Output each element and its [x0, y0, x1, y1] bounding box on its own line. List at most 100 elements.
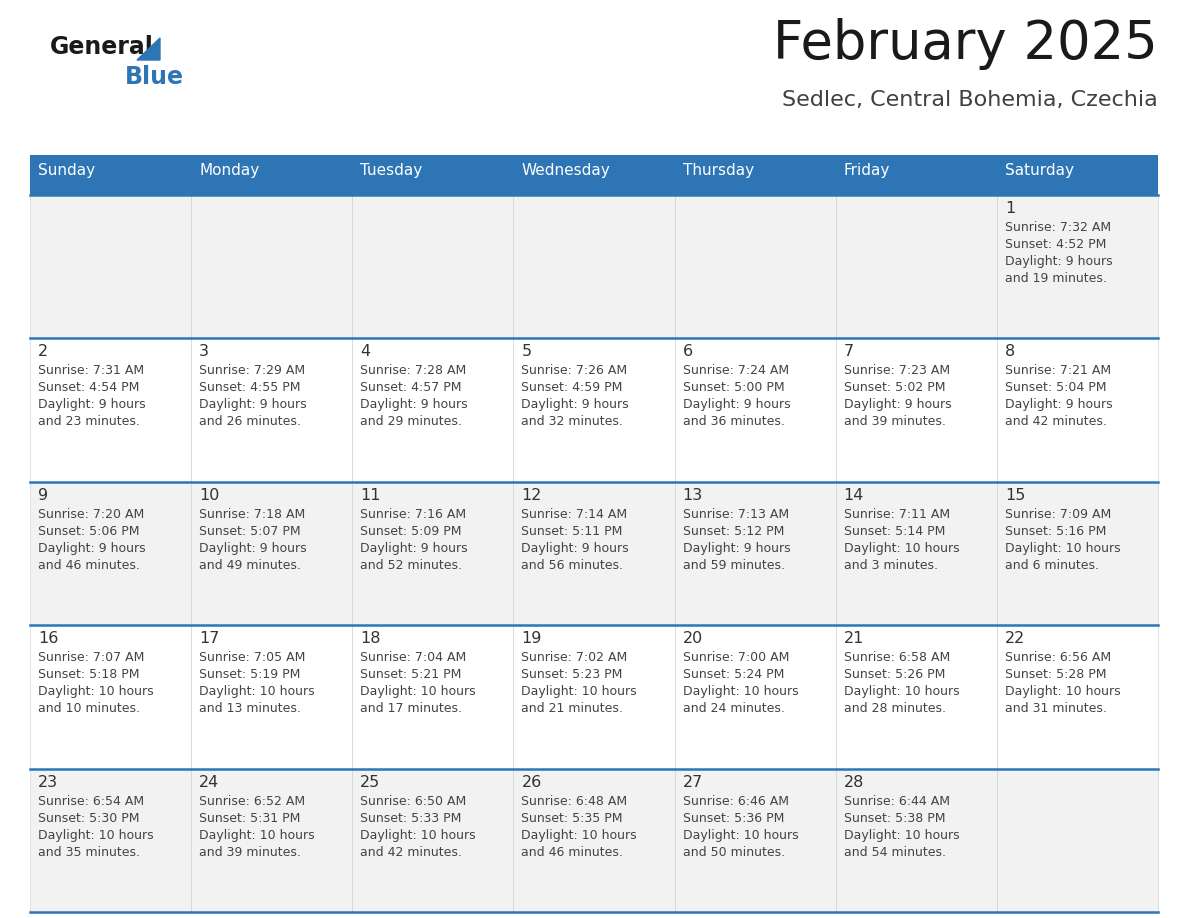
Text: Sunset: 4:52 PM: Sunset: 4:52 PM — [1005, 238, 1106, 251]
Bar — [191, 155, 353, 195]
Text: Sunrise: 6:48 AM: Sunrise: 6:48 AM — [522, 795, 627, 808]
Text: and 17 minutes.: and 17 minutes. — [360, 702, 462, 715]
Text: Daylight: 10 hours: Daylight: 10 hours — [843, 685, 960, 699]
Text: 10: 10 — [200, 487, 220, 503]
Text: Daylight: 9 hours: Daylight: 9 hours — [200, 542, 307, 554]
Text: Daylight: 9 hours: Daylight: 9 hours — [1005, 255, 1112, 268]
Text: Sunset: 5:28 PM: Sunset: 5:28 PM — [1005, 668, 1106, 681]
Text: 9: 9 — [38, 487, 49, 503]
Text: Sunrise: 6:50 AM: Sunrise: 6:50 AM — [360, 795, 467, 808]
Text: 19: 19 — [522, 632, 542, 646]
Bar — [513, 625, 675, 768]
Text: 22: 22 — [1005, 632, 1025, 646]
Text: and 49 minutes.: and 49 minutes. — [200, 559, 301, 572]
Text: Sunset: 5:18 PM: Sunset: 5:18 PM — [38, 668, 139, 681]
Bar — [30, 155, 191, 195]
Text: Daylight: 10 hours: Daylight: 10 hours — [522, 829, 637, 842]
Bar — [675, 195, 835, 339]
Text: Sunset: 5:24 PM: Sunset: 5:24 PM — [683, 668, 784, 681]
Text: Sunset: 5:04 PM: Sunset: 5:04 PM — [1005, 381, 1106, 395]
Text: Sunrise: 7:16 AM: Sunrise: 7:16 AM — [360, 508, 467, 521]
Bar — [835, 625, 997, 768]
Text: Sunrise: 7:18 AM: Sunrise: 7:18 AM — [200, 508, 305, 521]
Text: and 28 minutes.: and 28 minutes. — [843, 702, 946, 715]
Text: Sunset: 4:59 PM: Sunset: 4:59 PM — [522, 381, 623, 395]
Bar — [513, 155, 675, 195]
Text: Sunset: 5:31 PM: Sunset: 5:31 PM — [200, 812, 301, 824]
Text: Wednesday: Wednesday — [522, 163, 611, 178]
Text: 25: 25 — [360, 775, 380, 789]
Bar — [353, 195, 513, 339]
Text: Sunrise: 7:21 AM: Sunrise: 7:21 AM — [1005, 364, 1111, 377]
Text: and 29 minutes.: and 29 minutes. — [360, 416, 462, 429]
Text: Daylight: 10 hours: Daylight: 10 hours — [38, 829, 153, 842]
Text: Sunrise: 7:14 AM: Sunrise: 7:14 AM — [522, 508, 627, 521]
Text: Sunset: 5:14 PM: Sunset: 5:14 PM — [843, 525, 946, 538]
Text: Sunset: 5:12 PM: Sunset: 5:12 PM — [683, 525, 784, 538]
Text: Daylight: 9 hours: Daylight: 9 hours — [360, 542, 468, 554]
Bar — [353, 339, 513, 482]
Text: 12: 12 — [522, 487, 542, 503]
Text: Sunrise: 7:11 AM: Sunrise: 7:11 AM — [843, 508, 950, 521]
Bar — [997, 339, 1158, 482]
Text: General: General — [50, 35, 154, 59]
Text: Sunset: 4:54 PM: Sunset: 4:54 PM — [38, 381, 139, 395]
Text: Sunrise: 7:26 AM: Sunrise: 7:26 AM — [522, 364, 627, 377]
Bar — [997, 195, 1158, 339]
Text: Daylight: 9 hours: Daylight: 9 hours — [38, 398, 146, 411]
Bar — [30, 768, 191, 912]
Bar — [835, 155, 997, 195]
Text: and 35 minutes.: and 35 minutes. — [38, 845, 140, 858]
Text: 15: 15 — [1005, 487, 1025, 503]
Bar — [353, 482, 513, 625]
Text: Sedlec, Central Bohemia, Czechia: Sedlec, Central Bohemia, Czechia — [782, 90, 1158, 110]
Text: 28: 28 — [843, 775, 864, 789]
Text: Tuesday: Tuesday — [360, 163, 423, 178]
Text: 3: 3 — [200, 344, 209, 360]
Bar — [675, 339, 835, 482]
Text: and 39 minutes.: and 39 minutes. — [843, 416, 946, 429]
Text: Daylight: 9 hours: Daylight: 9 hours — [200, 398, 307, 411]
Bar — [191, 482, 353, 625]
Text: Sunrise: 7:24 AM: Sunrise: 7:24 AM — [683, 364, 789, 377]
Text: and 39 minutes.: and 39 minutes. — [200, 845, 301, 858]
Text: and 32 minutes.: and 32 minutes. — [522, 416, 624, 429]
Text: Sunset: 5:09 PM: Sunset: 5:09 PM — [360, 525, 462, 538]
Text: Sunrise: 6:46 AM: Sunrise: 6:46 AM — [683, 795, 789, 808]
Bar — [353, 155, 513, 195]
Bar — [997, 155, 1158, 195]
Text: Sunrise: 6:56 AM: Sunrise: 6:56 AM — [1005, 651, 1111, 665]
Text: Sunset: 5:26 PM: Sunset: 5:26 PM — [843, 668, 946, 681]
Text: Sunset: 5:35 PM: Sunset: 5:35 PM — [522, 812, 623, 824]
Text: and 31 minutes.: and 31 minutes. — [1005, 702, 1107, 715]
Text: 24: 24 — [200, 775, 220, 789]
Text: Daylight: 10 hours: Daylight: 10 hours — [200, 685, 315, 699]
Text: Daylight: 10 hours: Daylight: 10 hours — [683, 829, 798, 842]
Text: Daylight: 10 hours: Daylight: 10 hours — [360, 829, 476, 842]
Text: Sunrise: 7:05 AM: Sunrise: 7:05 AM — [200, 651, 305, 665]
Text: 6: 6 — [683, 344, 693, 360]
Text: and 56 minutes.: and 56 minutes. — [522, 559, 624, 572]
Bar — [835, 768, 997, 912]
Text: 4: 4 — [360, 344, 371, 360]
Text: Sunset: 5:21 PM: Sunset: 5:21 PM — [360, 668, 462, 681]
Bar — [513, 482, 675, 625]
Text: Sunday: Sunday — [38, 163, 95, 178]
Text: 23: 23 — [38, 775, 58, 789]
Text: Sunset: 5:06 PM: Sunset: 5:06 PM — [38, 525, 139, 538]
Text: Daylight: 9 hours: Daylight: 9 hours — [843, 398, 952, 411]
Text: Sunrise: 7:00 AM: Sunrise: 7:00 AM — [683, 651, 789, 665]
Text: Daylight: 10 hours: Daylight: 10 hours — [1005, 685, 1120, 699]
Text: 18: 18 — [360, 632, 381, 646]
Bar — [835, 482, 997, 625]
Bar — [513, 768, 675, 912]
Text: Daylight: 9 hours: Daylight: 9 hours — [522, 398, 630, 411]
Text: Daylight: 10 hours: Daylight: 10 hours — [843, 829, 960, 842]
Text: Sunrise: 6:52 AM: Sunrise: 6:52 AM — [200, 795, 305, 808]
Text: and 42 minutes.: and 42 minutes. — [360, 845, 462, 858]
Text: and 54 minutes.: and 54 minutes. — [843, 845, 946, 858]
Text: and 3 minutes.: and 3 minutes. — [843, 559, 937, 572]
Bar — [191, 339, 353, 482]
Text: 11: 11 — [360, 487, 381, 503]
Text: Sunrise: 7:32 AM: Sunrise: 7:32 AM — [1005, 221, 1111, 234]
